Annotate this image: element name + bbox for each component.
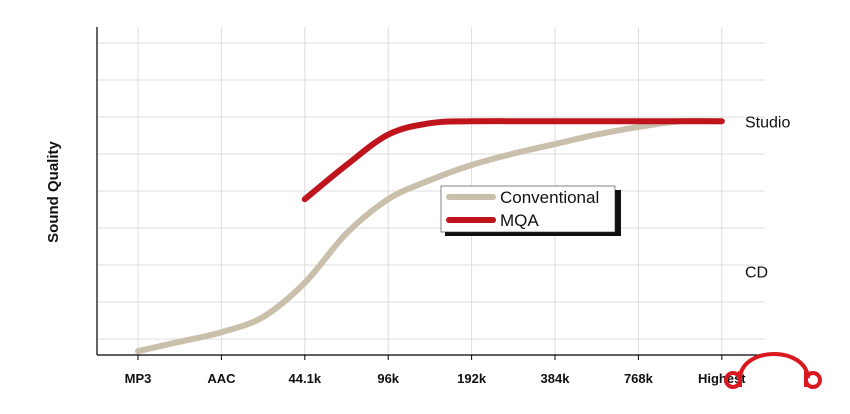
logo-right-ring bbox=[804, 371, 822, 389]
series-line-mqa bbox=[301, 118, 725, 203]
mqa-logo bbox=[724, 352, 822, 389]
x-tick-label: MP3 bbox=[125, 371, 152, 386]
x-tick-labels: MP3 AAC 44.1k 96k 192k 384k 768k Highest bbox=[125, 355, 746, 386]
legend: Conventional MQA bbox=[440, 185, 621, 236]
legend-box bbox=[440, 185, 616, 233]
x-tick-label: 384k bbox=[541, 371, 571, 386]
logo-left-stem bbox=[738, 371, 742, 387]
axes bbox=[96, 27, 765, 356]
x-tick-label: 96k bbox=[377, 371, 399, 386]
series-lines bbox=[135, 117, 725, 355]
legend-label-conventional: Conventional bbox=[500, 188, 599, 207]
annotation-studio: Studio bbox=[745, 114, 790, 131]
annotations: Studio CD bbox=[745, 114, 790, 281]
logo-right-stem bbox=[804, 371, 808, 387]
grid bbox=[97, 27, 765, 355]
x-tick-label: AAC bbox=[207, 371, 236, 386]
annotation-cd: CD bbox=[745, 264, 768, 281]
logo-arc bbox=[738, 352, 810, 379]
x-tick-label: 768k bbox=[624, 371, 654, 386]
series-line-conventional bbox=[135, 117, 725, 355]
x-tick-label: 44.1k bbox=[289, 371, 322, 386]
x-tick-label: 192k bbox=[457, 371, 487, 386]
legend-label-mqa: MQA bbox=[500, 211, 539, 230]
y-axis-label: Sound Quality bbox=[45, 141, 62, 243]
